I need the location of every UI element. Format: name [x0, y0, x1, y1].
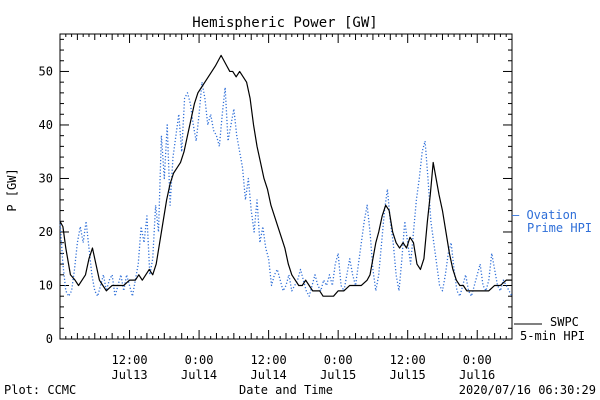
series-swpc-line: [59, 54, 512, 297]
y-axis-label: P [GW]: [5, 168, 19, 211]
x-tick-label-date: Jul16: [459, 368, 495, 382]
x-tick-label-date: Jul15: [390, 368, 426, 382]
x-tick-label-date: Jul13: [111, 368, 147, 382]
x-tick-label-date: Jul15: [320, 368, 356, 382]
legend-ovation-line2: Prime HPI: [527, 221, 592, 235]
y-tick-label: 10: [39, 278, 53, 292]
x-tick-label-date: Jul14: [251, 368, 287, 382]
y-axis: 0 10 20 30 40 50: [39, 38, 512, 346]
y-tick-label: 30: [39, 171, 53, 185]
footer-plot-source: Plot: CCMC: [4, 383, 76, 397]
plot-frame: [59, 33, 513, 340]
legend-swpc-line1: SWPC: [550, 315, 579, 329]
y-tick-label: 0: [46, 332, 53, 346]
x-tick-label-time: 12:00: [390, 353, 426, 367]
x-tick-label-time: 0:00: [463, 353, 492, 367]
chart-title: Hemispheric Power [GW]: [192, 15, 377, 31]
y-tick-label: 40: [39, 118, 53, 132]
series-ovation-prime-line: [59, 81, 513, 297]
x-tick-label-time: 0:00: [185, 353, 214, 367]
y-tick-label: 50: [39, 64, 53, 78]
legend-swpc-line2: 5-min HPI: [520, 329, 585, 343]
legend-ovation-line1: – Ovation: [512, 208, 577, 222]
x-axis: 12:00Jul130:00Jul1412:00Jul140:00Jul1512…: [59, 34, 513, 382]
footer-timestamp: 2020/07/16 06:30:29: [459, 383, 596, 397]
x-axis-label: Date and Time: [239, 383, 333, 397]
x-tick-label-time: 12:00: [251, 353, 287, 367]
x-tick-label-date: Jul14: [181, 368, 217, 382]
x-tick-label-time: 0:00: [324, 353, 353, 367]
x-tick-label-time: 12:00: [111, 353, 147, 367]
series-layer: [59, 54, 513, 297]
y-tick-label: 20: [39, 225, 53, 239]
